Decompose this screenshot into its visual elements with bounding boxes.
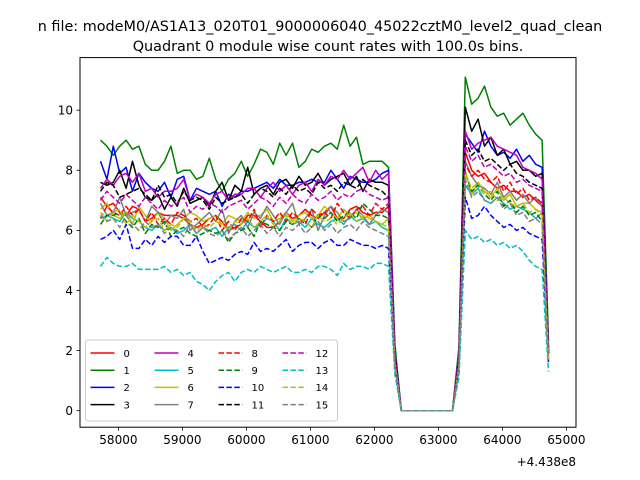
y-tick-label: 2	[65, 344, 73, 358]
x-tick-label: 58000	[99, 433, 137, 447]
x-offset-label: +4.438e8	[517, 455, 576, 469]
figure-suptitle: n file: modeM0/AS1A13_020T01_9000006040_…	[38, 19, 603, 35]
series-line-11	[99, 139, 550, 412]
legend-label-15: 15	[316, 400, 329, 411]
legend-label-0: 0	[124, 349, 130, 360]
axes-frame	[79, 57, 577, 428]
series-line-1	[99, 76, 550, 412]
y-axis: 0 2 4 6 8 10	[58, 103, 80, 418]
series-line-14	[99, 172, 550, 412]
series-line-10	[100, 196, 550, 412]
y-tick-label: 4	[65, 284, 73, 298]
x-tick-label: 62000	[355, 433, 393, 447]
legend-label-1: 1	[124, 366, 130, 377]
y-tick-label: 6	[65, 224, 73, 238]
x-tick-label: 64000	[483, 433, 521, 447]
legend-label-14: 14	[316, 383, 329, 394]
legend-label-3: 3	[124, 400, 130, 411]
legend-box	[85, 339, 338, 422]
x-tick-label: 60000	[227, 433, 265, 447]
series-line-8	[99, 163, 550, 412]
legend-label-7: 7	[188, 400, 194, 411]
series-line-9	[99, 172, 550, 412]
x-tick-label: 61000	[291, 433, 329, 447]
x-tick-label: 65000	[547, 433, 585, 447]
y-tick-label: 8	[65, 164, 73, 178]
legend-label-12: 12	[316, 349, 329, 360]
y-tick-label: 10	[58, 103, 73, 117]
legend-label-6: 6	[188, 383, 194, 394]
legend-label-13: 13	[316, 366, 329, 377]
x-tick-label: 59000	[163, 433, 201, 447]
legend-label-2: 2	[124, 383, 130, 394]
legend-label-10: 10	[252, 383, 265, 394]
series-line-7	[99, 160, 550, 412]
legend-label-4: 4	[188, 349, 194, 360]
legend-label-8: 8	[252, 349, 258, 360]
series-line-4	[99, 130, 550, 412]
legend-label-9: 9	[252, 366, 258, 377]
legend-label-11: 11	[252, 400, 265, 411]
series-line-12	[99, 145, 550, 412]
series-line-13	[99, 229, 550, 412]
plot-lines	[99, 76, 550, 412]
y-tick-label: 0	[65, 404, 73, 418]
x-tick-label: 63000	[419, 433, 457, 447]
chart-title: Quadrant 0 module wise count rates with …	[133, 39, 524, 55]
series-line-15	[99, 178, 550, 412]
legend-label-5: 5	[188, 366, 194, 377]
x-axis: 58000 59000 60000 61000 62000 63000 64000 65000	[99, 427, 585, 447]
